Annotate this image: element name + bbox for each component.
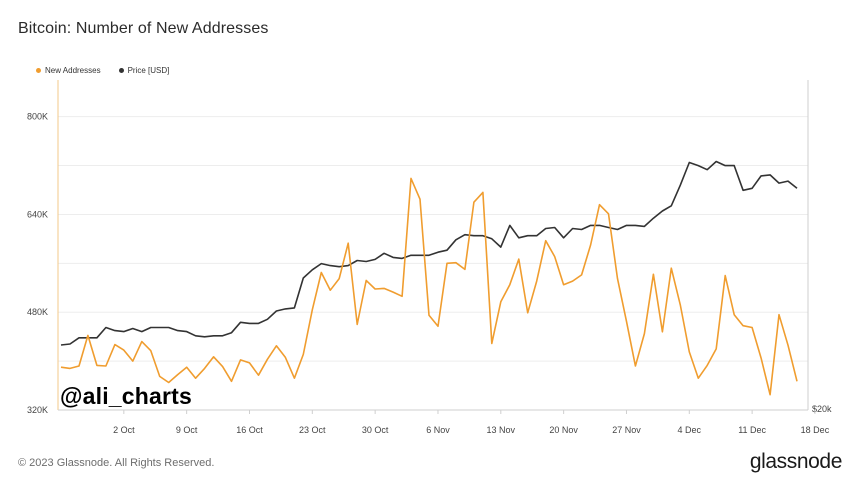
points-new-addresses <box>60 177 798 396</box>
x-tick-label-0: 2 Oct <box>113 425 135 435</box>
axes: 320K 480K 640K 800K $20k 2 Oct 9 Oct 16 Oct 23 O… <box>27 80 832 435</box>
legend-swatch-price <box>118 68 124 73</box>
legend-item-new-addresses[interactable]: New Addresses <box>36 66 101 75</box>
x-tick-label-11: 18 Dec <box>801 425 830 435</box>
legend-label-price: Price [USD] <box>127 66 170 75</box>
x-tick-label-2: 16 Oct <box>236 425 263 435</box>
x-tick-label-5: 6 Nov <box>426 425 450 435</box>
y-tick-label-2: 640K <box>27 209 48 219</box>
legend-label-new-addresses: New Addresses <box>45 66 101 75</box>
series-line-price <box>60 160 798 346</box>
y-tick-label-1: 480K <box>27 307 48 317</box>
x-tick-label-6: 13 Nov <box>487 425 516 435</box>
chart-legend: New Addresses Price [USD] <box>36 66 169 75</box>
x-tick-label-7: 20 Nov <box>549 425 578 435</box>
x-tick-label-4: 30 Oct <box>362 425 389 435</box>
x-tick-label-3: 23 Oct <box>299 425 326 435</box>
legend-item-price[interactable]: Price [USD] <box>118 66 170 75</box>
y-tick-label-0: 320K <box>27 405 48 415</box>
y-tick-label-3: 800K <box>27 112 48 122</box>
legend-swatch-new-addresses <box>36 68 41 73</box>
chart-title: Bitcoin: Number of New Addresses <box>18 20 269 37</box>
series-line-new-addresses <box>60 177 798 396</box>
brand-logo: glassnode <box>749 450 843 473</box>
x-tick-label-8: 27 Nov <box>612 425 641 435</box>
points-price <box>60 160 798 346</box>
y2-tick-label: $20k <box>812 404 832 414</box>
x-tick-label-10: 11 Dec <box>738 425 766 435</box>
x-tick-label-1: 9 Oct <box>176 425 198 435</box>
watermark-handle: @ali_charts <box>60 383 193 409</box>
gridlines <box>58 116 808 411</box>
copyright-text: © 2023 Glassnode. All Rights Reserved. <box>18 457 215 469</box>
x-tick-label-9: 4 Dec <box>678 425 702 435</box>
series-layer <box>60 160 798 396</box>
